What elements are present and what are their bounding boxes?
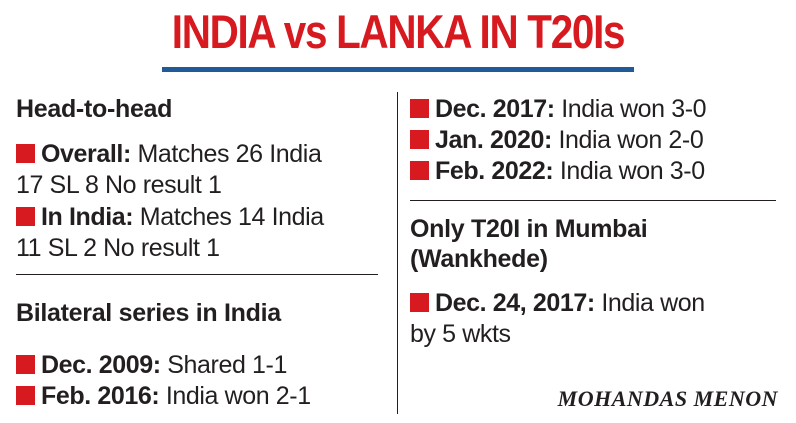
overall-text-line1: Matches 26 India xyxy=(137,140,322,168)
title-underline xyxy=(162,67,634,72)
bullet-square-icon xyxy=(410,293,429,312)
series-result: India won 2-0 xyxy=(558,126,704,154)
list-item: Dec. 2009: Shared 1-1 xyxy=(16,350,382,381)
section-heading: Bilateral series in India xyxy=(16,299,281,327)
list-item: Jan. 2020: India won 2-0 xyxy=(410,125,782,156)
section-divider xyxy=(410,200,776,201)
overall-label: Overall: xyxy=(41,140,131,168)
mumbai-heading-line1: Only T20I in Mumbai xyxy=(410,215,648,243)
bullet-square-icon xyxy=(410,99,429,118)
author-credit: MOHANDAS MENON xyxy=(557,386,778,411)
series-result: India won 3-0 xyxy=(561,95,707,123)
in-india-line1: In India: Matches 14 India xyxy=(16,202,382,233)
mumbai-text-line1: India won xyxy=(601,289,705,317)
bilateral-list-right: Dec. 2017: India won 3-0 Jan. 2020: Indi… xyxy=(410,94,782,187)
mumbai-date: Dec. 24, 2017: xyxy=(435,289,595,317)
series-result: India won 2-1 xyxy=(165,382,311,410)
in-india-stat: In India: Matches 14 India 11 SL 2 No re… xyxy=(16,202,382,264)
overall-stat: Overall: Matches 26 India 17 SL 8 No res… xyxy=(16,139,382,201)
bullet-square-icon xyxy=(410,130,429,149)
section-heading: Head-to-head xyxy=(16,95,173,123)
bilateral-heading: Bilateral series in India xyxy=(16,298,382,328)
bullet-square-icon xyxy=(16,144,35,163)
series-date: Feb. 2022: xyxy=(435,157,554,185)
in-india-text-line2: 11 SL 2 No result 1 xyxy=(16,234,220,262)
mumbai-line1: Dec. 24, 2017: India won xyxy=(410,288,782,319)
series-date: Dec. 2009: xyxy=(41,351,161,379)
list-item: Feb. 2022: India won 3-0 xyxy=(410,156,782,187)
section-divider xyxy=(16,274,378,275)
series-date: Dec. 2017: xyxy=(435,95,555,123)
mumbai-text-line2: by 5 wkts xyxy=(410,320,511,348)
series-result: Shared 1-1 xyxy=(167,351,287,379)
mumbai-heading-line2: (Wankhede) xyxy=(410,245,548,273)
bilateral-list-left: Dec. 2009: Shared 1-1 Feb. 2016: India w… xyxy=(16,350,382,412)
bullet-square-icon xyxy=(16,355,35,374)
in-india-text-line1: Matches 14 India xyxy=(139,203,324,231)
mumbai-result: Dec. 24, 2017: India won by 5 wkts xyxy=(410,288,782,350)
bullet-square-icon xyxy=(16,386,35,405)
bullet-square-icon xyxy=(410,161,429,180)
series-result: India won 3-0 xyxy=(559,157,705,185)
head-to-head-heading: Head-to-head xyxy=(16,94,382,124)
overall-text-line2: 17 SL 8 No result 1 xyxy=(16,171,222,199)
series-date: Jan. 2020: xyxy=(435,126,552,154)
list-item: Feb. 2016: India won 2-1 xyxy=(16,381,382,412)
series-date: Feb. 2016: xyxy=(41,382,160,410)
overall-line1: Overall: Matches 26 India xyxy=(16,139,382,170)
list-item: Dec. 2017: India won 3-0 xyxy=(410,94,782,125)
in-india-label: In India: xyxy=(41,203,134,231)
mumbai-heading: Only T20I in Mumbai (Wankhede) xyxy=(410,214,782,274)
column-divider xyxy=(397,92,398,414)
bullet-square-icon xyxy=(16,207,35,226)
page-title: INDIA vs LANKA IN T20Is xyxy=(171,5,626,58)
